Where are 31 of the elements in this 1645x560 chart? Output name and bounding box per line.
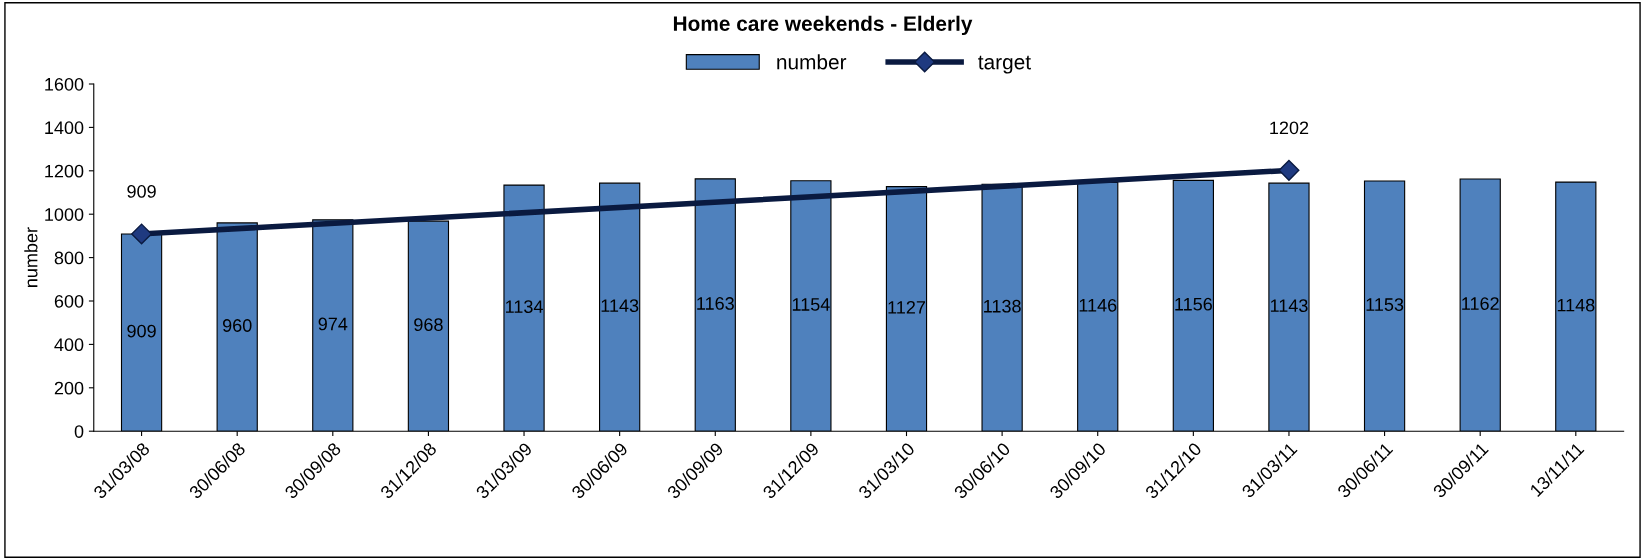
y-tick-label: 1000 — [45, 208, 84, 221]
data-label: 1127 — [888, 300, 926, 314]
chart-title: Home care weekends - Elderly — [673, 15, 973, 36]
y-tick-label: 1400 — [45, 121, 84, 135]
data-label: 968 — [414, 318, 443, 332]
data-label: 1163 — [697, 297, 734, 310]
data-label: 1156 — [1175, 297, 1212, 311]
data-label: 1146 — [1079, 298, 1117, 312]
data-label: 909 — [127, 185, 156, 198]
y-tick-label: 200 — [54, 381, 84, 395]
data-label: 1148 — [1557, 298, 1595, 312]
y-tick-label: 800 — [54, 251, 84, 265]
data-label: 960 — [222, 319, 252, 332]
data-label: 909 — [127, 324, 156, 338]
y-tick-label: 1200 — [45, 164, 84, 178]
data-label: 1202 — [1270, 121, 1309, 135]
data-label: 1143 — [601, 299, 639, 313]
legend-label: target — [978, 55, 1031, 74]
data-label: 974 — [318, 317, 348, 331]
y-tick-label: 0 — [74, 425, 84, 438]
data-label: 1143 — [1270, 299, 1308, 313]
y-tick-label: 1600 — [45, 77, 84, 91]
data-label: 1134 — [506, 300, 543, 314]
data-label: 1153 — [1366, 298, 1404, 311]
data-label: 1162 — [1462, 297, 1499, 310]
y-tick-label: 400 — [54, 338, 84, 352]
y-tick-label: 600 — [54, 294, 84, 308]
y-axis-title: number — [24, 227, 38, 288]
data-label: 1154 — [792, 298, 830, 311]
legend-label: number — [777, 54, 847, 70]
data-label: 1138 — [984, 299, 1021, 313]
